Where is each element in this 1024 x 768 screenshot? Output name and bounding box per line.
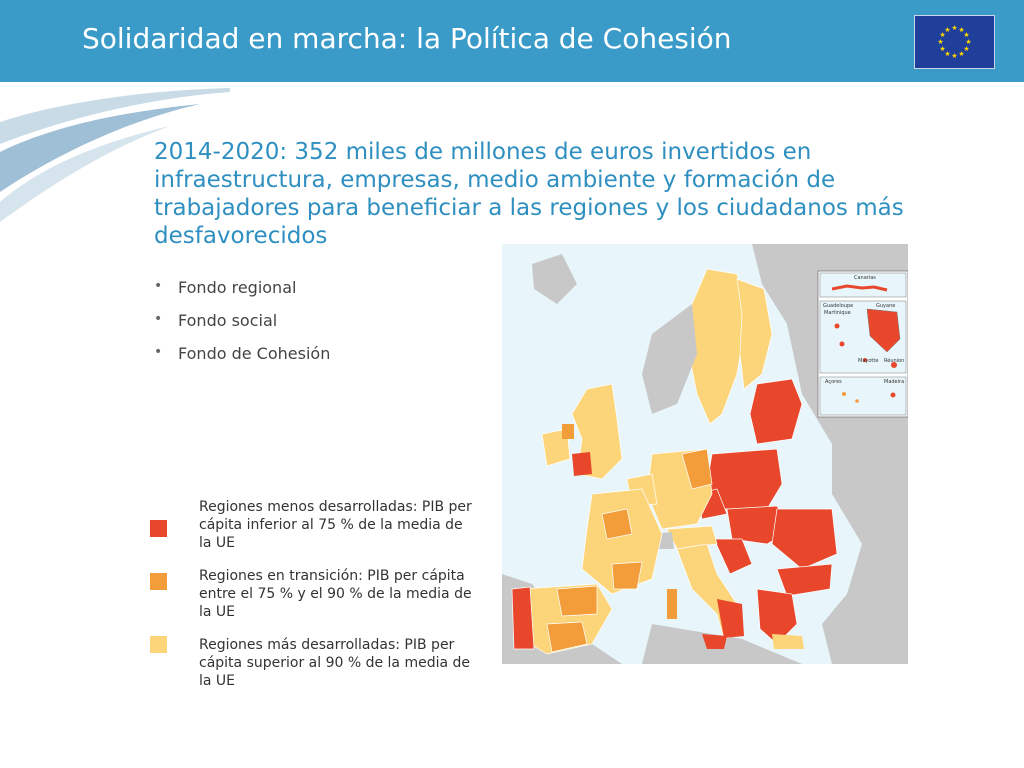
fund-list: Fondo regional Fondo social Fondo de Coh… <box>154 278 330 377</box>
legend-label: Regiones menos desarrolladas: PIB per cá… <box>199 499 472 551</box>
legend-swatch <box>150 636 167 653</box>
svg-text:★: ★ <box>939 31 945 39</box>
inset-label: Martinique <box>824 310 851 316</box>
inset-label: Açores <box>825 379 842 385</box>
inset-label: Madeira <box>884 379 904 385</box>
eu-flag-icon: ★ ★ ★ ★ ★ ★ ★ ★ ★ ★ ★ ★ <box>914 15 995 69</box>
fund-item-regional: Fondo regional <box>154 278 330 311</box>
subtitle: 2014-2020: 352 miles de millones de euro… <box>154 139 904 249</box>
svg-text:★: ★ <box>951 52 957 60</box>
legend-label: Regiones más desarrolladas: PIB per cápi… <box>199 637 471 689</box>
legend-swatch <box>150 520 167 537</box>
svg-text:★: ★ <box>951 24 957 32</box>
europe-regions-map: Canarias Guadeloupe Martinique Guyane Ma… <box>502 244 908 664</box>
page-title: Solidaridad en marcha: la Política de Co… <box>82 22 732 55</box>
svg-text:★: ★ <box>965 38 971 46</box>
inset-label: Canarias <box>854 275 876 281</box>
svg-text:★: ★ <box>944 26 950 34</box>
svg-text:★: ★ <box>939 45 945 53</box>
svg-text:★: ★ <box>937 38 943 46</box>
svg-text:★: ★ <box>963 31 969 39</box>
inset-label: Réunion <box>884 357 904 364</box>
svg-text:★: ★ <box>958 26 964 34</box>
fund-item-social: Fondo social <box>154 311 330 344</box>
decorative-swoosh <box>0 88 230 222</box>
inset-label: Mayotte <box>858 358 878 364</box>
inset-label: Guadeloupe <box>823 303 853 309</box>
fund-item-cohesion: Fondo de Cohesión <box>154 344 330 377</box>
svg-text:★: ★ <box>958 50 964 58</box>
svg-text:★: ★ <box>944 50 950 58</box>
svg-text:★: ★ <box>963 45 969 53</box>
legend-swatch <box>150 573 167 590</box>
legend-label: Regiones en transición: PIB per cápita e… <box>199 568 472 620</box>
inset-label: Guyane <box>876 303 895 309</box>
header-bar: Solidaridad en marcha: la Política de Co… <box>0 0 1024 82</box>
